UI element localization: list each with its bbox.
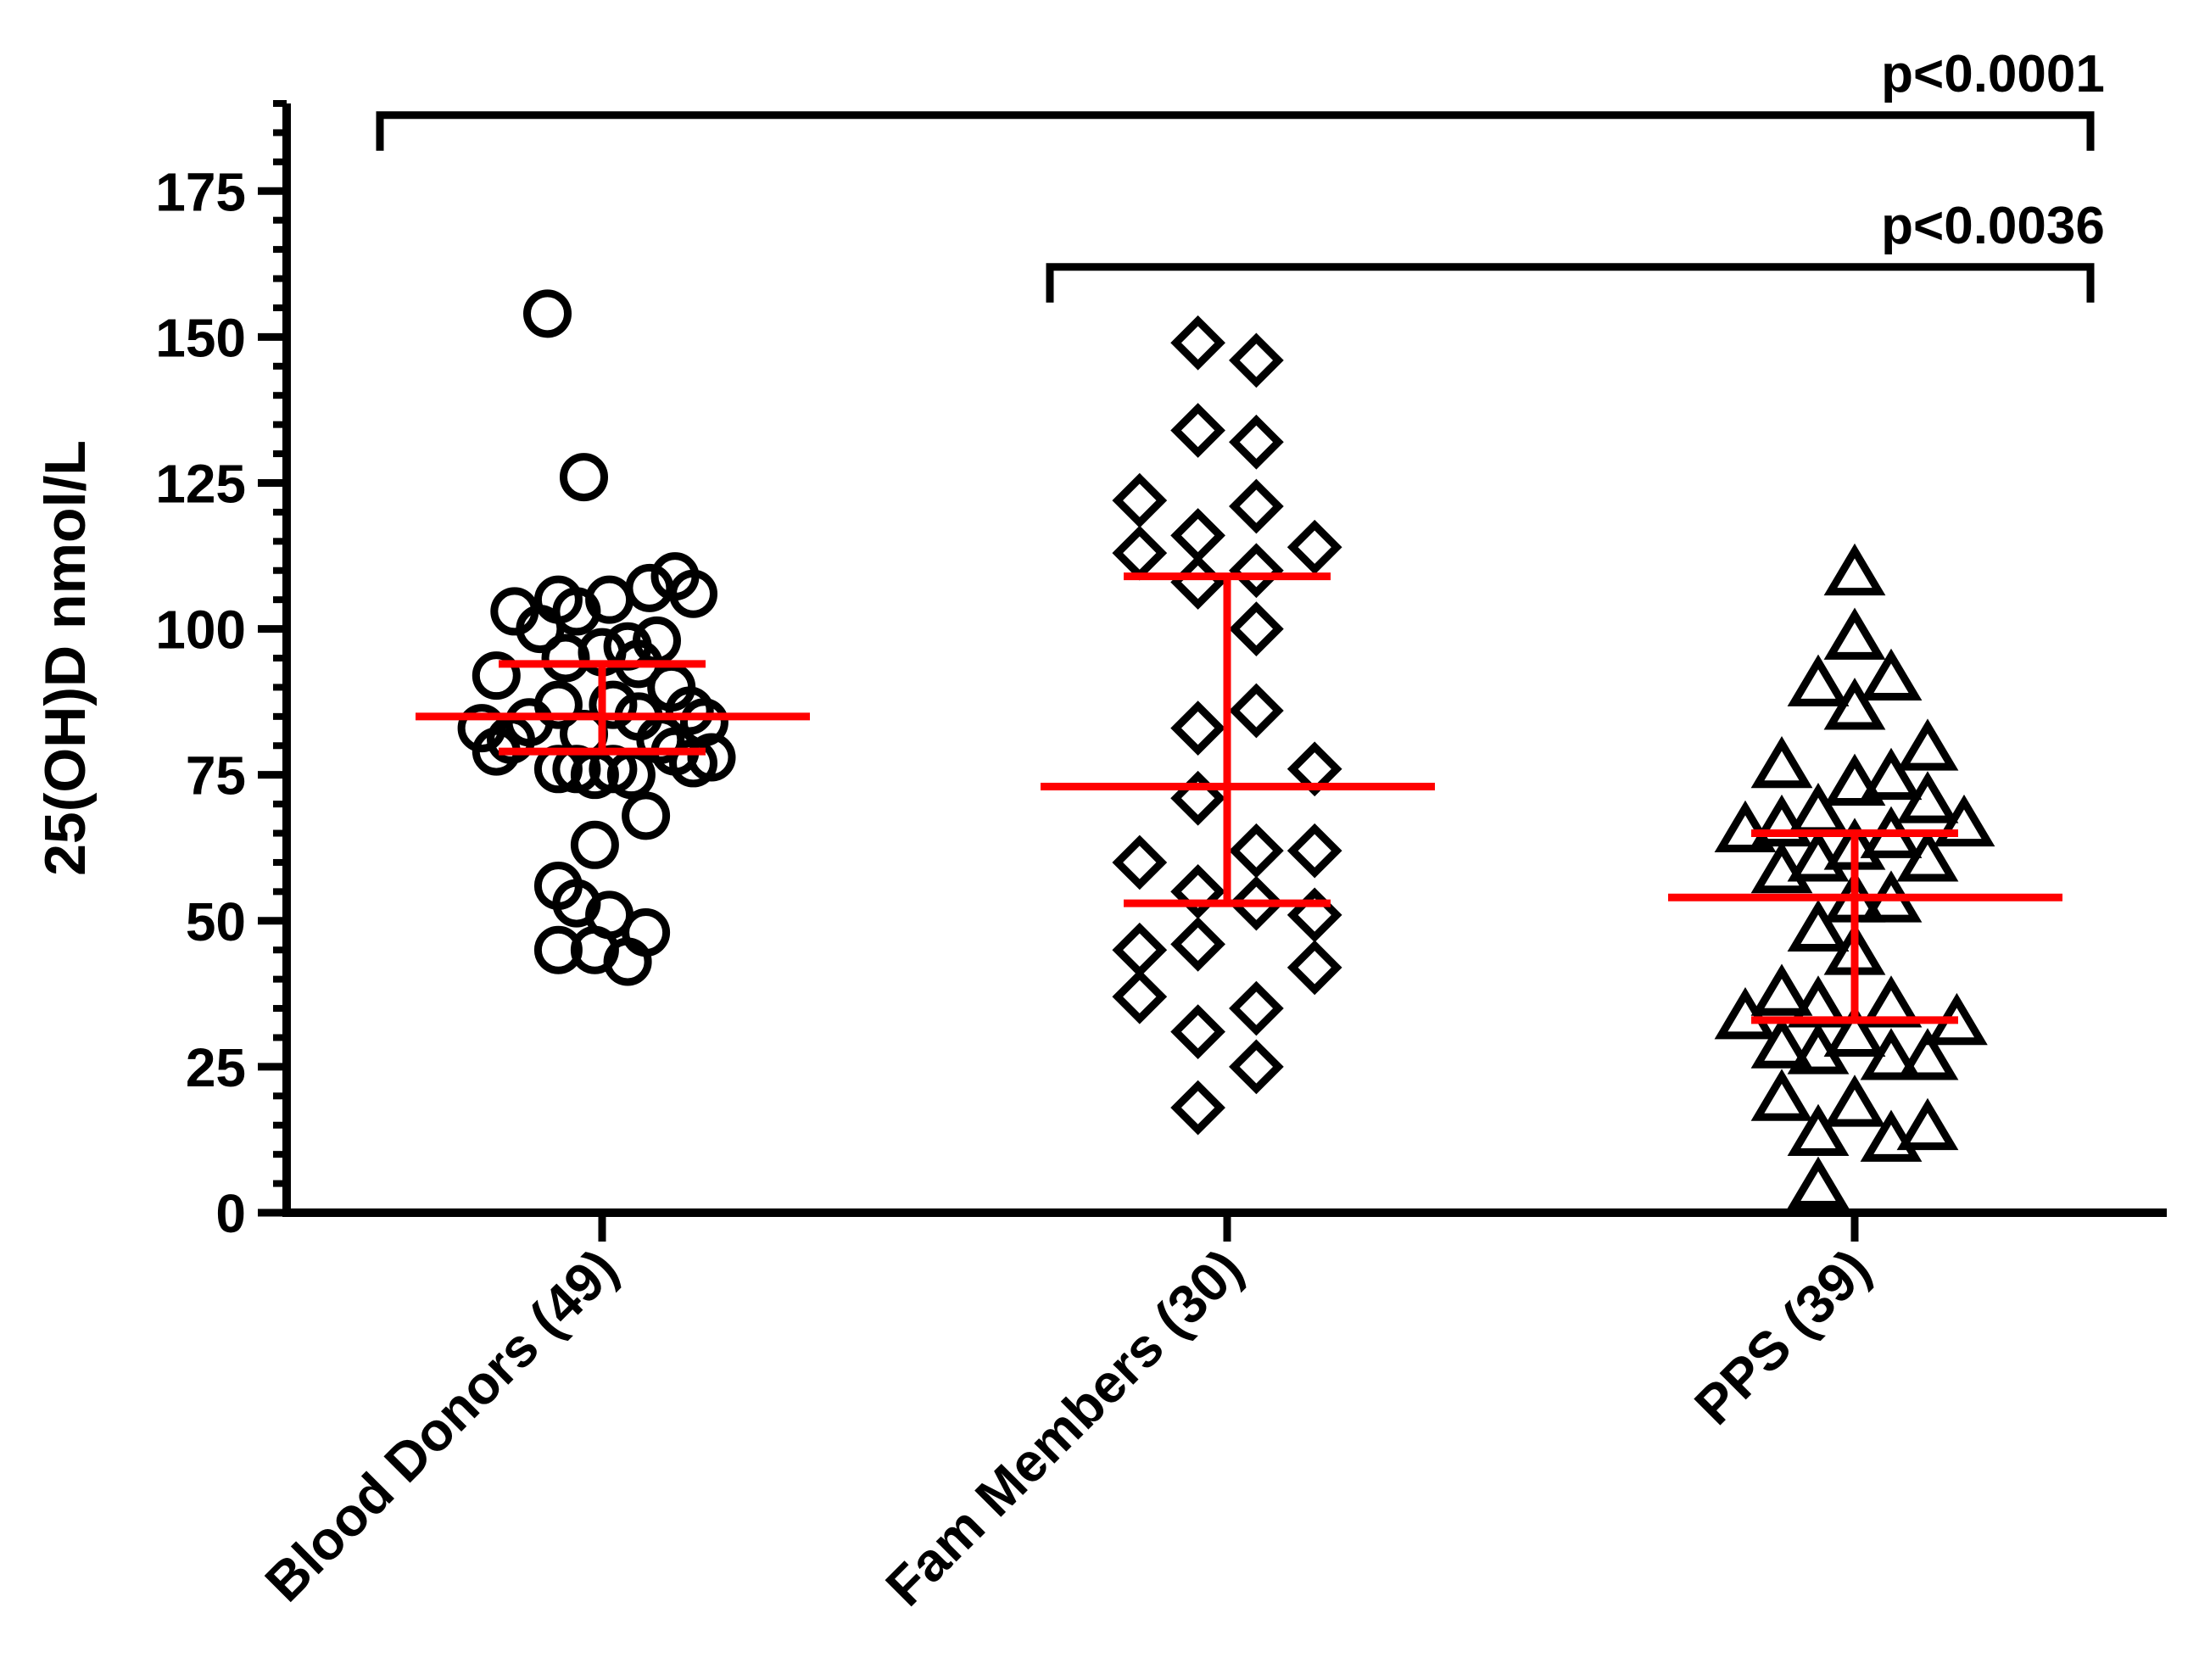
data-point-circle — [472, 651, 521, 700]
y-tick-label: 25 — [186, 1037, 246, 1098]
data-point-diamond — [1286, 519, 1342, 575]
data-point-triangle — [1787, 1156, 1850, 1208]
data-point-diamond — [1286, 741, 1342, 797]
data-point-diamond — [1112, 472, 1168, 528]
data-point-diamond — [1229, 823, 1284, 879]
data-point-diamond — [1170, 864, 1225, 919]
data-point-diamond — [1286, 887, 1342, 943]
summary-bars-layer — [416, 572, 2062, 1024]
data-point-diamond — [1112, 922, 1168, 978]
data-point-diamond — [1229, 1039, 1284, 1095]
data-point-diamond — [1229, 414, 1284, 470]
annotations-layer: p<0.0001 p<0.0036 — [376, 45, 2105, 303]
data-point-triangle — [1750, 735, 1813, 789]
data-point-diamond — [1229, 478, 1284, 534]
data-point-triangle — [1860, 1109, 1923, 1162]
data-point-circle — [603, 937, 652, 986]
data-point-circle — [533, 925, 583, 974]
data-point-diamond — [1229, 601, 1284, 656]
data-point-circle — [622, 791, 671, 840]
y-tick-label: 150 — [155, 307, 246, 368]
data-point-triangle — [1787, 1103, 1850, 1157]
data-point-triangle — [1896, 1028, 1959, 1080]
data-point-diamond — [1112, 834, 1168, 890]
data-point-diamond — [1229, 875, 1284, 931]
data-point-circle — [669, 569, 717, 618]
y-tick-label: 100 — [155, 600, 246, 661]
data-point-triangle — [1714, 987, 1777, 1040]
data-point-circle — [523, 289, 572, 338]
data-point-diamond — [1170, 1080, 1225, 1136]
data-point-circle — [687, 733, 736, 782]
data-point-diamond — [1170, 770, 1225, 826]
data-point-diamond — [1170, 700, 1225, 756]
data-point-circle — [516, 605, 565, 654]
data-points-layer — [457, 289, 1995, 1208]
significance-bracket — [1046, 263, 2095, 303]
data-point-triangle — [1823, 1074, 1886, 1127]
data-point-diamond — [1170, 315, 1225, 371]
data-point-triangle — [1714, 800, 1777, 853]
data-point-circle — [560, 453, 608, 502]
data-point-triangle — [1787, 829, 1850, 882]
data-point-triangle — [1860, 648, 1923, 701]
data-point-triangle — [1896, 1097, 1959, 1151]
data-point-diamond — [1112, 968, 1168, 1024]
x-category-label: Fam Members (30) — [874, 1237, 1254, 1617]
data-point-triangle — [1750, 840, 1813, 894]
data-point-triangle — [1750, 1069, 1813, 1121]
y-axis-title: 25(OH)D nmol/L — [33, 440, 98, 876]
data-point-triangle — [1860, 1028, 1923, 1080]
data-point-circle — [625, 563, 674, 612]
data-point-diamond — [1170, 555, 1225, 610]
p-value-label: p<0.0036 — [1881, 197, 2105, 255]
data-point-diamond — [1229, 543, 1284, 599]
data-point-circle — [570, 820, 619, 869]
data-point-diamond — [1229, 683, 1284, 739]
y-tick-label: 125 — [155, 453, 246, 514]
p-value-label: p<0.0001 — [1881, 45, 2105, 103]
data-point-diamond — [1229, 980, 1284, 1036]
data-point-triangle — [1896, 771, 1959, 823]
y-tick-label: 75 — [186, 745, 246, 807]
data-point-circle — [589, 680, 638, 729]
data-point-triangle — [1750, 963, 1813, 1016]
y-tick-label: 0 — [215, 1183, 246, 1244]
axes-layer: 0 25 50 75 100 125 150 175 25(OH)D nmol/L Blood D… — [33, 100, 2167, 1617]
data-point-diamond — [1170, 1004, 1225, 1059]
data-point-triangle — [1823, 753, 1886, 806]
data-point-diamond — [1286, 823, 1342, 879]
data-point-triangle — [1933, 794, 1995, 847]
data-point-triangle — [1787, 899, 1850, 952]
y-tick-label: 175 — [155, 161, 246, 222]
data-point-triangle — [1750, 1016, 1813, 1069]
y-tick-label: 50 — [186, 891, 246, 952]
significance-bracket — [376, 111, 2095, 151]
data-point-triangle — [1823, 543, 1886, 596]
data-point-diamond — [1112, 525, 1168, 581]
data-point-diamond — [1229, 332, 1284, 388]
x-category-label: PPS (39) — [1683, 1237, 1882, 1437]
data-point-triangle — [1896, 718, 1959, 771]
data-point-diamond — [1170, 508, 1225, 563]
data-point-triangle — [1860, 747, 1923, 801]
data-point-diamond — [1170, 403, 1225, 458]
data-point-triangle — [1823, 1004, 1886, 1057]
data-point-diamond — [1170, 916, 1225, 972]
data-point-triangle — [1787, 1022, 1850, 1074]
data-point-triangle — [1823, 678, 1886, 730]
data-point-triangle — [1823, 607, 1886, 660]
x-category-label: Blood Donors (49) — [254, 1237, 629, 1613]
data-point-triangle — [1787, 654, 1850, 706]
data-point-triangle — [1896, 829, 1959, 882]
data-point-diamond — [1286, 940, 1342, 996]
